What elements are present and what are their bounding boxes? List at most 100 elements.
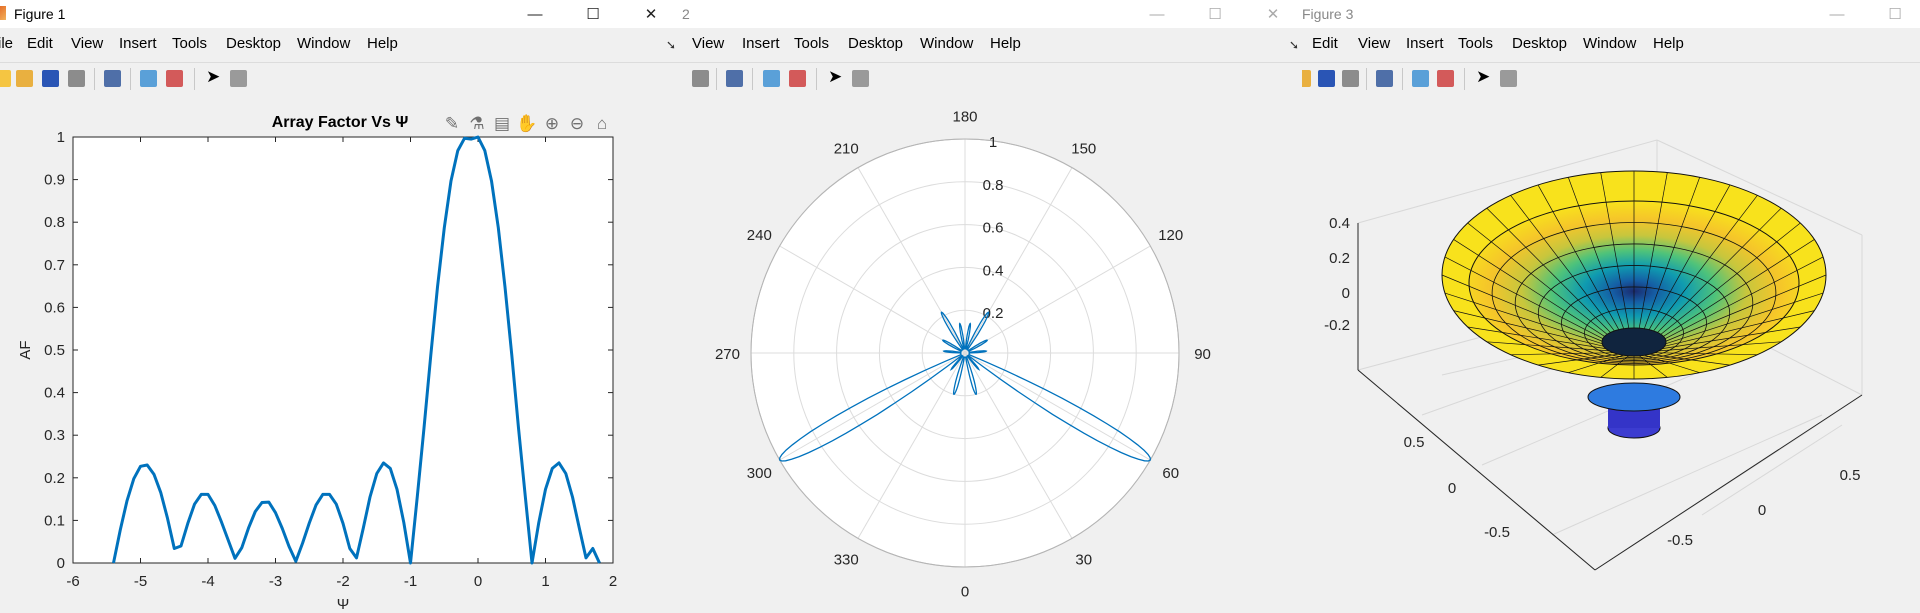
- legend-icon[interactable]: [1437, 70, 1454, 87]
- brush-icon[interactable]: ✎: [445, 114, 459, 133]
- maximize-button[interactable]: ☐: [1888, 6, 1902, 23]
- pointer-icon[interactable]: ➤: [828, 67, 843, 86]
- colorbar-icon[interactable]: [140, 70, 157, 87]
- menu-insert[interactable]: Insert: [742, 35, 780, 52]
- maximize-button[interactable]: ☐: [586, 6, 600, 23]
- menu-help[interactable]: Help: [990, 35, 1021, 52]
- theta-tick-label: 90: [1194, 346, 1211, 363]
- x-tick-label: 1: [541, 573, 549, 590]
- export-icon[interactable]: ▤: [494, 114, 510, 133]
- surface-lower-rim: [1587, 382, 1681, 412]
- close-button[interactable]: ✕: [644, 6, 658, 23]
- x-tick-label: -0.5: [1667, 532, 1693, 549]
- r-tick-label: 0.6: [983, 220, 1004, 237]
- minimize-button[interactable]: —: [527, 5, 543, 23]
- title-bar[interactable]: 2 — ☐ ✕: [680, 0, 1302, 28]
- maximize-button[interactable]: ☐: [1208, 6, 1222, 23]
- y-tick-label: 0: [57, 555, 65, 572]
- link-plot-icon[interactable]: [726, 70, 743, 87]
- polar-outer-ring: [750, 138, 1180, 568]
- open-icon[interactable]: [1302, 70, 1311, 87]
- pan-icon[interactable]: ✋: [516, 113, 537, 133]
- menu-tools[interactable]: Tools: [1458, 35, 1494, 52]
- pointer-icon[interactable]: ➤: [1476, 67, 1491, 86]
- surface-mesh-line: [1638, 172, 1668, 329]
- dock-arrow-icon[interactable]: ➘: [666, 38, 677, 52]
- menu-help[interactable]: Help: [367, 35, 398, 52]
- surface-mesh-line: [1648, 184, 1731, 331]
- menu-desktop[interactable]: Desktop: [1512, 35, 1568, 52]
- surface-mesh-line: [1510, 352, 1615, 356]
- print-icon[interactable]: [692, 70, 709, 87]
- menu-bar: ile Edit View Insert Tools Desktop Windo…: [0, 33, 680, 57]
- new-figure-icon[interactable]: [0, 70, 11, 87]
- colorbar-icon[interactable]: [763, 70, 780, 87]
- surface-mesh-line: [1467, 222, 1609, 336]
- matlab-icon: [0, 6, 6, 20]
- r-tick-label: 1: [989, 134, 997, 151]
- property-inspector-icon[interactable]: [230, 70, 247, 87]
- theta-grid-line: [779, 352, 966, 461]
- menu-insert[interactable]: Insert: [119, 35, 157, 52]
- menu-tools[interactable]: Tools: [794, 35, 830, 52]
- open-icon[interactable]: [16, 70, 33, 87]
- theta-tick-label: 0: [961, 584, 969, 601]
- menu-edit[interactable]: Edit: [1312, 35, 1338, 52]
- menu-tools[interactable]: Tools: [172, 35, 208, 52]
- y-tick-label: 0.2: [44, 470, 65, 487]
- x-tick-label: 2: [609, 573, 617, 590]
- toolbar-separator: [1366, 68, 1367, 90]
- link-plot-icon[interactable]: [104, 70, 121, 87]
- figure-window-1: Figure 1 — ☐ ✕ ile Edit View Insert Tool…: [0, 0, 681, 613]
- link-plot-icon[interactable]: [1376, 70, 1393, 87]
- print-icon[interactable]: [1342, 70, 1359, 87]
- toolbar-separator: [816, 68, 817, 90]
- r-tick-label: 0.4: [983, 262, 1004, 279]
- property-inspector-icon[interactable]: [852, 70, 869, 87]
- theta-tick-label: 180: [952, 108, 977, 125]
- toolbar-separator: [1402, 68, 1403, 90]
- menu-desktop[interactable]: Desktop: [848, 35, 904, 52]
- x-tick-label: 0: [474, 573, 482, 590]
- colorbar-icon[interactable]: [1412, 70, 1429, 87]
- menu-window[interactable]: Window: [920, 35, 974, 52]
- print-icon[interactable]: [68, 70, 85, 87]
- zoom-in-icon[interactable]: ⊕: [545, 114, 559, 133]
- home-icon[interactable]: ⌂: [597, 114, 607, 133]
- save-icon[interactable]: [1318, 70, 1335, 87]
- dock-arrow-icon[interactable]: ➘: [1289, 38, 1300, 52]
- pointer-icon[interactable]: ➤: [206, 67, 221, 86]
- legend-icon[interactable]: [789, 70, 806, 87]
- title-bar[interactable]: Figure 1 — ☐ ✕: [0, 0, 680, 28]
- menu-file[interactable]: ile: [0, 35, 14, 52]
- close-button[interactable]: ✕: [1266, 6, 1280, 23]
- y-tick-label: 0.7: [44, 257, 65, 274]
- r-tick-label: 0.2: [983, 305, 1004, 322]
- save-icon[interactable]: [42, 70, 59, 87]
- minimize-button[interactable]: —: [1829, 5, 1845, 23]
- x-tick-label: -4: [201, 573, 214, 590]
- data-tips-icon[interactable]: ⚗: [469, 114, 484, 133]
- minimize-button[interactable]: —: [1149, 5, 1165, 23]
- y-tick-label: 0.5: [44, 342, 65, 359]
- x-axis-line: [1357, 369, 1596, 571]
- menu-insert[interactable]: Insert: [1406, 35, 1444, 52]
- legend-icon[interactable]: [166, 70, 183, 87]
- property-inspector-icon[interactable]: [1500, 70, 1517, 87]
- y-tick-label: 0.6: [44, 299, 65, 316]
- menu-desktop[interactable]: Desktop: [226, 35, 282, 52]
- zoom-out-icon[interactable]: ⊖: [570, 114, 584, 133]
- surface-mesh-line: [1663, 274, 1827, 343]
- menu-view[interactable]: View: [71, 35, 104, 52]
- menu-window[interactable]: Window: [1583, 35, 1637, 52]
- menu-view[interactable]: View: [1358, 35, 1391, 52]
- theta-grid-line: [857, 167, 966, 354]
- x-tick-label: -2: [336, 573, 349, 590]
- surface-mesh-line: [1600, 172, 1630, 329]
- menu-view[interactable]: View: [692, 35, 725, 52]
- y-axis-line: [1594, 394, 1863, 571]
- title-bar[interactable]: Figure 3 — ☐: [1302, 0, 1920, 28]
- menu-edit[interactable]: Edit: [27, 35, 53, 52]
- menu-help[interactable]: Help: [1653, 35, 1684, 52]
- menu-window[interactable]: Window: [297, 35, 351, 52]
